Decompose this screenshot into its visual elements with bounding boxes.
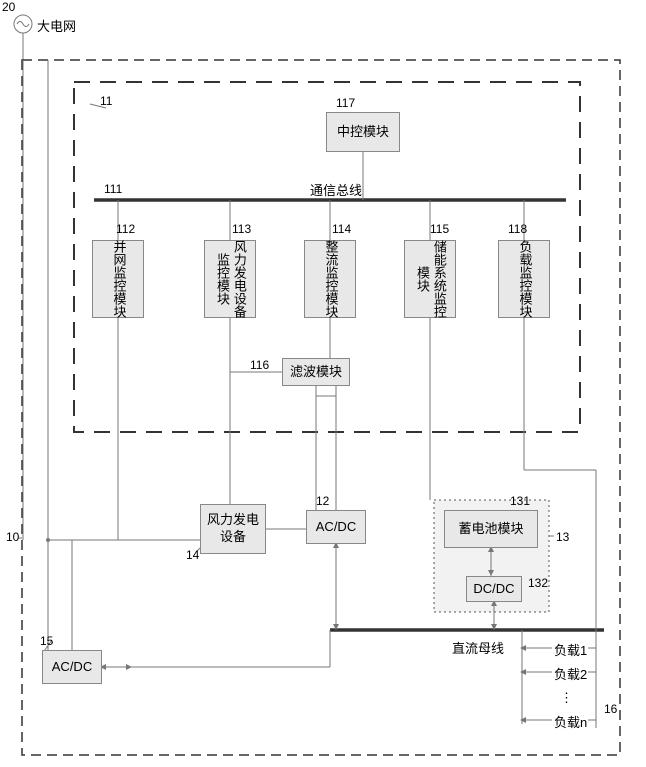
dc-bus-label: 直流母线 [452, 638, 504, 657]
num-112: 112 [116, 222, 135, 236]
storage_mon-box: 储能系统监控模块 [404, 240, 456, 318]
grid_mon-box: 并网监控模块 [92, 240, 144, 318]
wind_mon-box: 风力发电设备监控模块 [204, 240, 256, 318]
load-label-1: 负载2 [554, 664, 587, 683]
rect_mon-box: 整流监控模块 [304, 240, 356, 318]
central-box: 中控模块 [326, 112, 400, 152]
load-label-2: 负载n [554, 712, 587, 731]
load-label-0: 负载1 [554, 640, 587, 659]
grid-source-label: 大电网 [37, 16, 76, 35]
num-116: 116 [250, 358, 269, 372]
num-14: 14 [186, 548, 199, 562]
load_mon-box: 负载监控模块 [498, 240, 550, 318]
num-111: 111 [104, 182, 122, 196]
num-15: 15 [40, 634, 53, 648]
dcdc-box: DC/DC [466, 576, 522, 602]
num-118: 118 [508, 222, 527, 236]
num-113: 113 [232, 222, 251, 236]
filter-box: 滤波模块 [282, 358, 350, 386]
num-115: 115 [430, 222, 449, 236]
num-12: 12 [316, 494, 329, 508]
num-16: 16 [604, 702, 617, 716]
acdc_mid-box: AC/DC [306, 510, 366, 544]
wind_dev-box: 风力发电设备 [200, 504, 266, 554]
num-11: 11 [100, 94, 112, 108]
num-114: 114 [332, 222, 351, 236]
num-131: 131 [510, 494, 530, 508]
num-13: 13 [556, 530, 569, 544]
num-10: 10 [6, 530, 19, 544]
num-20: 20 [2, 0, 15, 14]
num-132: 132 [528, 576, 548, 590]
num-117: 117 [336, 96, 355, 110]
load-ellipsis: ⋮ [560, 690, 573, 706]
acdc_left-box: AC/DC [42, 650, 102, 684]
comm-bus-label: 通信总线 [310, 180, 362, 199]
battery-box: 蓄电池模块 [444, 510, 538, 548]
